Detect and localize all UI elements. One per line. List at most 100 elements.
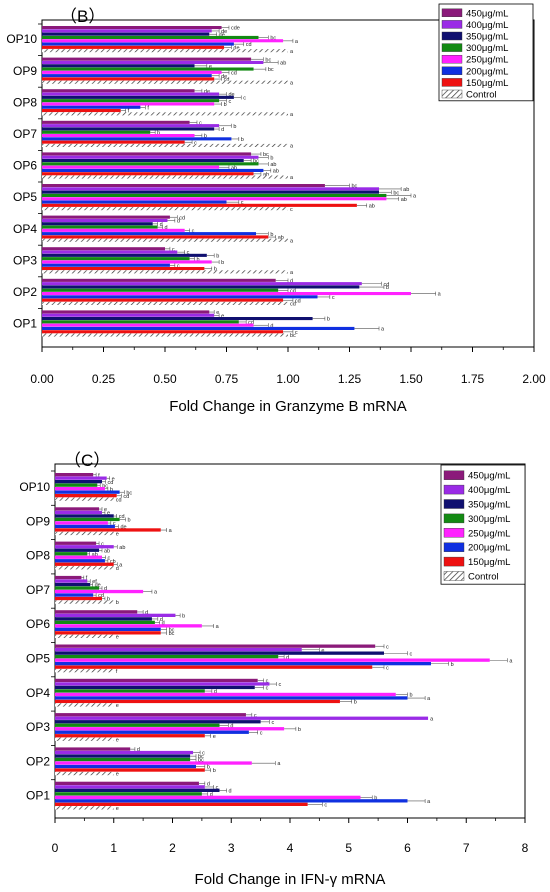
significance-letter: d [210,792,213,798]
bar [42,267,205,271]
significance-letter: c [108,555,111,561]
bar [55,517,120,522]
significance-letter: bc [268,67,274,73]
bar [42,105,141,109]
bar [55,669,114,673]
significance-letter: e [104,507,107,513]
bar [55,768,205,772]
significance-letter: e [221,313,224,319]
significance-letter: b [270,232,273,238]
significance-letter: a [413,194,417,200]
legend-swatch [443,556,465,567]
significance-letter: d [160,617,163,623]
category-label: OP9 [13,64,37,78]
bar [55,685,255,690]
bar [55,579,88,583]
legend-label: 350μg/mL [468,500,510,511]
bar [42,190,380,194]
bar [42,225,158,229]
bar [55,617,152,621]
bar [42,330,284,334]
significance-letter: e [213,734,216,740]
significance-letter: b [386,285,389,291]
category-labels: OP10 OP9 OP8 OP7 OP6 OP5 OP4 OP3 OP2 OP1 [6,23,42,331]
ifn-gamma-chart: （C） fecdbcbbccdcdeecdbcdeaecabababccbadf… [19,451,528,888]
significance-letter: c [229,99,232,105]
category-label: OP10 [6,32,37,46]
significance-letter: cd [98,593,104,599]
significance-letter: cd [231,70,237,76]
bar [55,727,285,731]
significance-letter: c [266,686,269,692]
bar [55,737,114,741]
significance-letter: d [214,689,217,695]
bar [55,761,252,765]
significance-letter: ab [104,548,110,554]
significance-letter: e [321,648,324,654]
significance-letter: cd [383,282,389,288]
bar [42,200,227,204]
significance-letter: e [116,772,119,778]
bar [55,593,94,597]
bar [42,320,239,324]
bar [55,483,98,487]
x-tick-label: 4 [287,841,294,855]
significance-letter: bc [263,152,269,158]
significance-letter: ab [231,165,237,171]
significance-letter: d [145,610,148,616]
bar [42,165,220,169]
significance-letter: a [216,624,220,630]
bar [55,730,249,734]
panel-label: （C） [64,451,110,470]
bar [42,228,185,232]
bar [42,29,212,33]
significance-letter: a [290,144,294,150]
bar [42,120,190,124]
bar [55,566,114,570]
bar [42,288,279,292]
bar [42,207,288,211]
significance-letter: cd [248,320,254,326]
significance-letter: d [165,225,168,231]
significance-letter: ef [92,579,97,585]
bar [42,57,252,61]
significance-letter: b [241,137,244,143]
significance-letter: e [209,64,212,70]
bar [42,172,254,176]
significance-letter: a [295,39,299,45]
significance-letter: cd [119,514,125,520]
significance-letter: c [324,802,327,808]
bar [55,788,220,792]
significance-letter: e [116,634,119,640]
category-label: OP1 [13,317,37,331]
bar [55,655,279,659]
bar [42,127,215,131]
bar [55,624,202,628]
bar [55,644,376,648]
significance-letter: ab [280,61,286,67]
bar [42,203,357,207]
bar [42,42,234,46]
bar [42,130,151,134]
significance-letter: d [160,222,163,228]
bar [55,600,114,604]
significance-letter: a [290,175,294,181]
x-tick-label: 1.00 [276,372,300,386]
bar [42,253,207,257]
significance-letter: f [128,109,130,115]
bar [55,510,102,515]
bar [42,80,288,84]
bar [42,26,222,30]
bar [42,49,288,53]
legend: 450μg/mL400μg/mL350μg/mL300μg/mL250μg/mL… [438,3,534,102]
bar [55,716,429,720]
bar [42,134,195,138]
significance-letter: bc [393,190,399,196]
bar [42,260,212,264]
bar-marks: cdededebcacddeabcabebccddecdadedeccbffac… [42,25,442,339]
category-label: OP3 [26,720,50,734]
legend-label: Control [468,572,499,583]
bar [55,750,194,755]
legend-swatch [443,528,465,538]
significance-letter: b [182,613,185,619]
